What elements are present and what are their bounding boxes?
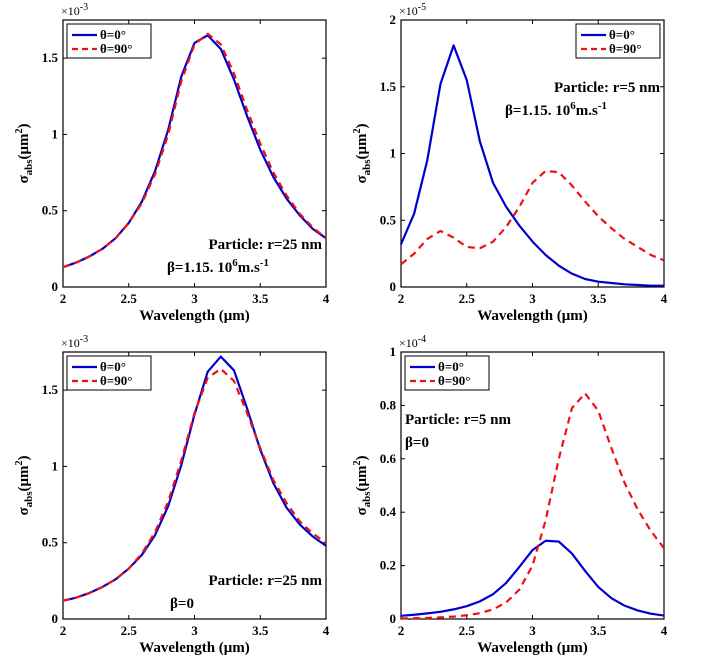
y-exponent: ×10-3 [61,334,88,350]
x-tick-label: 4 [661,291,668,306]
plot-frame [400,19,665,288]
legend-box [404,355,490,391]
plot-frame [400,351,665,620]
x-tick-label: 3 [191,291,198,306]
legend-box [575,23,661,59]
legend-entry: θ=0° [100,359,126,374]
x-tick-label: 2 [60,291,67,306]
x-tick-label: 2 [398,623,405,638]
legend-box [66,23,152,59]
legend-entry: θ=0° [609,27,635,42]
y-exponent: ×10-3 [61,2,88,18]
x-tick-label: 3.5 [590,291,607,306]
legend-entry: θ=90° [609,41,641,56]
x-tick-label: 3 [529,623,536,638]
y-tick-label: 0.2 [380,558,396,573]
annotation-beta: β=0 [170,596,194,612]
x-axis-label: Wavelength (μm) [477,640,588,656]
series-line-theta-0 [400,539,665,617]
y-axis-label: σabs(μm2) [14,123,35,183]
legend: θ=0°θ=90° [575,23,661,59]
y-tick-label: 0.8 [380,397,397,412]
legend: θ=0°θ=90° [404,355,490,391]
y-tick-label: 1 [390,344,397,359]
x-axis-label: Wavelength (μm) [139,640,250,656]
annotation-particle: Particle: r=25 nm [208,237,322,253]
y-tick-label: 0 [390,279,397,294]
x-tick-label: 4 [661,623,668,638]
y-tick-label: 0 [390,611,397,626]
y-tick-label: 0.5 [42,203,59,218]
legend-entry: θ=0° [438,359,464,374]
x-tick-label: 4 [323,623,330,638]
annotation-particle: Particle: r=25 nm [208,573,322,589]
series-line-theta-0 [399,44,664,287]
chart-panel-1: 2 2.5 3 3.5 4 0 0.5 1 1.5 ×10-3 Wavelength (μm) σab… [14,2,330,324]
x-tick-label: 2 [398,291,405,306]
annotation-beta: β=0 [405,435,429,451]
y-axis-label: σabs(μm2) [352,455,373,515]
y-axis-label: σabs(μm2) [352,123,373,183]
y-tick-label: 1 [52,126,59,141]
y-tick-label: 1.5 [380,79,397,94]
legend-entry: θ=90° [100,373,132,388]
annotation-beta: β=1.15. 106m.s-1 [167,257,269,276]
y-tick-label: 0 [52,279,59,294]
series-line-theta-90 [62,32,327,269]
legend-entry: θ=0° [100,27,126,42]
y-exponent: ×10-4 [399,334,426,350]
chart-panel-3: 2 2.5 3 3.5 4 0 0.5 1 1.5 ×10-3 Wavelength (μm) σab… [14,334,330,656]
x-tick-label: 2.5 [459,623,476,638]
x-tick-label: 2.5 [121,623,138,638]
annotation-particle: Particle: r=5 nm [405,412,512,428]
y-tick-label: 2 [390,12,397,27]
x-tick-label: 2.5 [121,291,138,306]
chart-panel-4: 2 2.5 3 3.5 4 0 0.2 0.4 0.6 0.8 1×10-4 Wavelength (… [352,334,668,656]
y-axis-label: σabs(μm2) [14,455,35,515]
y-tick-label: 1 [52,458,59,473]
x-tick-label: 3 [529,291,536,306]
x-tick-label: 3.5 [252,291,269,306]
x-tick-label: 3.5 [590,623,607,638]
annotation-particle: Particle: r=5 nm [554,80,661,96]
y-tick-label: 0.5 [42,535,59,550]
x-tick-label: 3.5 [252,623,269,638]
legend: θ=0°θ=90° [66,355,152,391]
x-axis-label: Wavelength (μm) [477,308,588,324]
series-line-theta-90 [62,367,327,602]
x-tick-label: 2.5 [459,291,476,306]
y-tick-label: 0.6 [380,451,397,466]
y-tick-label: 1.5 [42,50,59,65]
series-line-theta-90 [400,169,665,266]
x-axis-label: Wavelength (μm) [139,308,250,324]
x-tick-label: 2 [60,623,67,638]
series-line-theta-0 [62,34,327,269]
y-exponent: ×10-5 [399,2,426,18]
x-tick-label: 4 [323,291,330,306]
y-tick-label: 1 [390,146,397,161]
legend-entry: θ=90° [100,41,132,56]
y-tick-label: 1.5 [42,382,59,397]
y-tick-label: 0.5 [380,212,397,227]
x-tick-label: 3 [191,623,198,638]
legend-box [66,355,152,391]
series-line-theta-0 [62,355,327,602]
annotation-beta: β=1.15. 106m.s-1 [505,100,607,119]
y-tick-label: 0 [52,611,59,626]
y-tick-label: 0.4 [380,504,397,519]
legend: θ=0°θ=90° [66,23,152,59]
legend-entry: θ=90° [438,373,470,388]
series-line-theta-90 [400,392,665,620]
